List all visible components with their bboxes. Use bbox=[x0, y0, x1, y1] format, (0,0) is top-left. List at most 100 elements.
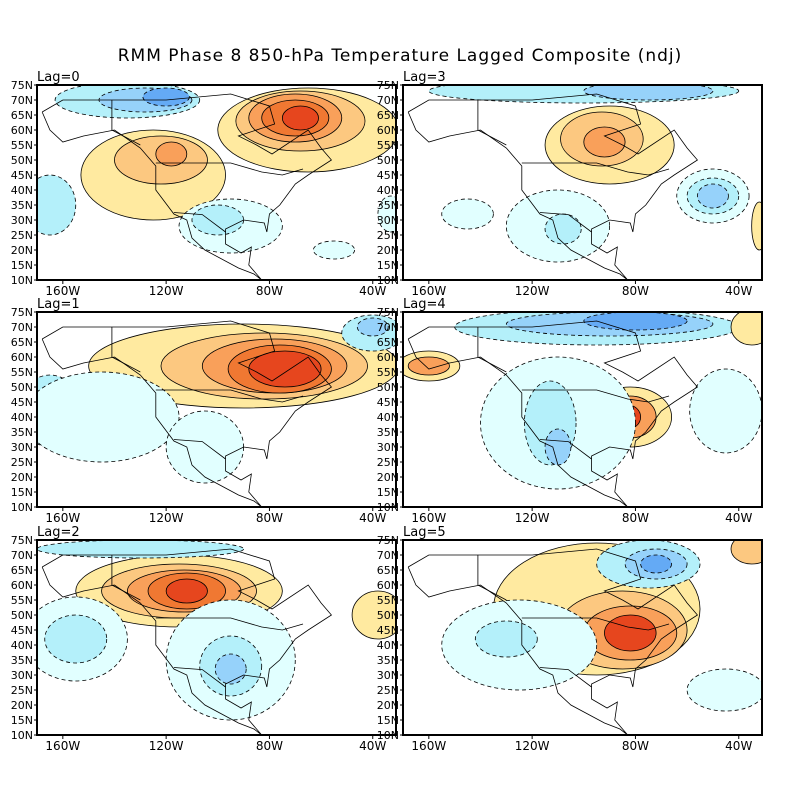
map-panel: Lag=3 75N 70N 65N 60N 55N 50N 45N 40N 35N 30N 25N 20… bbox=[377, 70, 763, 298]
lat-tick-label: 75N bbox=[377, 79, 399, 92]
lat-tick-label: 10N bbox=[11, 501, 33, 514]
lon-tick-label: 160W bbox=[45, 284, 80, 298]
lat-tick-label: 60N bbox=[377, 579, 399, 592]
lon-tick-label: 40W bbox=[359, 284, 386, 298]
cold-anomaly-contour bbox=[37, 371, 180, 463]
panel-label: Lag=4 bbox=[403, 297, 446, 312]
warm-anomaly-contour bbox=[155, 141, 188, 167]
lat-tick-label: 30N bbox=[11, 669, 33, 682]
lon-tick-label: 80W bbox=[622, 739, 649, 753]
coastline bbox=[41, 93, 333, 280]
lat-tick-label: 60N bbox=[11, 124, 33, 137]
cold-anomaly-contour bbox=[583, 312, 688, 331]
lat-tick-label: 15N bbox=[377, 486, 399, 499]
border bbox=[521, 389, 670, 403]
border bbox=[539, 439, 592, 460]
lat-tick-label: 65N bbox=[377, 564, 399, 577]
coastline bbox=[41, 320, 333, 507]
lon-tick-label: 40W bbox=[359, 511, 386, 525]
lat-tick-label: 25N bbox=[377, 229, 399, 242]
warm-anomaly-contour bbox=[751, 201, 762, 251]
panel-label: Lag=1 bbox=[37, 297, 80, 312]
lon-tick-label: 120W bbox=[515, 739, 550, 753]
warm-anomaly-contour bbox=[407, 356, 450, 376]
lat-tick-label: 35N bbox=[11, 199, 33, 212]
border bbox=[477, 555, 507, 601]
lat-tick-label: 20N bbox=[11, 244, 33, 257]
warm-anomaly-contour bbox=[583, 126, 626, 158]
cold-anomaly-contour bbox=[441, 198, 494, 230]
lat-tick-label: 40N bbox=[377, 411, 399, 424]
lat-tick-label: 70N bbox=[377, 321, 399, 334]
lat-tick-label: 35N bbox=[377, 426, 399, 439]
lat-tick-label: 10N bbox=[377, 274, 399, 287]
lat-tick-label: 65N bbox=[377, 109, 399, 122]
lat-tick-label: 45N bbox=[11, 169, 33, 182]
panel-frame bbox=[36, 539, 397, 736]
lat-tick-label: 15N bbox=[11, 714, 33, 727]
lat-tick-label: 50N bbox=[377, 154, 399, 167]
lat-tick-label: 75N bbox=[11, 79, 33, 92]
warm-anomaly-contour bbox=[730, 312, 762, 346]
lon-tick-label: 40W bbox=[359, 739, 386, 753]
lat-tick-label: 70N bbox=[11, 321, 33, 334]
lat-tick-label: 55N bbox=[377, 594, 399, 607]
warm-anomaly-contour bbox=[281, 105, 319, 131]
lat-tick-label: 50N bbox=[11, 381, 33, 394]
lat-tick-label: 25N bbox=[11, 456, 33, 469]
border bbox=[173, 667, 226, 688]
border bbox=[477, 100, 507, 146]
cold-anomaly-contour bbox=[544, 428, 572, 466]
panel-frame bbox=[402, 84, 763, 281]
lon-tick-label: 80W bbox=[256, 284, 283, 298]
lat-tick-label: 30N bbox=[11, 214, 33, 227]
lat-tick-label: 50N bbox=[11, 154, 33, 167]
panel-frame bbox=[36, 84, 397, 281]
lon-tick-label: 80W bbox=[622, 511, 649, 525]
lat-tick-label: 35N bbox=[377, 654, 399, 667]
lon-tick-label: 40W bbox=[725, 511, 752, 525]
cold-anomaly-contour bbox=[640, 554, 673, 574]
warm-anomaly-contour bbox=[165, 578, 208, 604]
map-panel: Lag=1 75N 70N 65N 60N 55N 50N 45N 40N 35N 30N 25N 20… bbox=[11, 297, 397, 525]
lat-tick-label: 60N bbox=[11, 579, 33, 592]
cold-anomaly-contour bbox=[142, 87, 190, 107]
coastline bbox=[407, 548, 699, 735]
lat-tick-label: 50N bbox=[377, 609, 399, 622]
border bbox=[111, 100, 141, 146]
lat-tick-label: 55N bbox=[11, 594, 33, 607]
lat-tick-label: 65N bbox=[11, 109, 33, 122]
lat-tick-label: 55N bbox=[11, 139, 33, 152]
lat-tick-label: 70N bbox=[11, 94, 33, 107]
lon-tick-label: 120W bbox=[515, 511, 550, 525]
map-panel: Lag=4 75N 70N 65N 60N 55N 50N 45N 40N 35N 30N 25N 20… bbox=[377, 297, 763, 525]
lat-tick-label: 75N bbox=[377, 306, 399, 319]
lat-tick-label: 15N bbox=[11, 486, 33, 499]
lat-tick-label: 20N bbox=[377, 244, 399, 257]
border bbox=[111, 327, 141, 373]
panel-label: Lag=0 bbox=[37, 70, 80, 85]
panel-label: Lag=5 bbox=[403, 525, 446, 540]
border bbox=[521, 617, 670, 631]
border bbox=[539, 667, 592, 688]
lon-tick-label: 120W bbox=[515, 284, 550, 298]
lat-tick-label: 75N bbox=[11, 306, 33, 319]
coastline bbox=[41, 548, 333, 735]
cold-anomaly-contour bbox=[37, 174, 77, 236]
border bbox=[155, 389, 304, 403]
warm-anomaly-contour bbox=[604, 614, 657, 652]
lat-tick-label: 60N bbox=[377, 351, 399, 364]
lat-tick-label: 70N bbox=[377, 94, 399, 107]
lon-tick-label: 120W bbox=[149, 511, 184, 525]
lat-tick-label: 55N bbox=[377, 139, 399, 152]
warm-anomaly-contour bbox=[351, 590, 396, 640]
cold-anomaly-contour bbox=[686, 668, 762, 712]
lat-tick-label: 75N bbox=[377, 534, 399, 547]
panel-label: Lag=3 bbox=[403, 70, 446, 85]
map-panel: Lag=5 75N 70N 65N 60N 55N 50N 45N 40N 35N 30N 25N 20… bbox=[377, 525, 763, 753]
lat-tick-label: 45N bbox=[11, 396, 33, 409]
border bbox=[155, 162, 304, 176]
panel-frame bbox=[402, 311, 763, 508]
lat-tick-label: 25N bbox=[11, 684, 33, 697]
